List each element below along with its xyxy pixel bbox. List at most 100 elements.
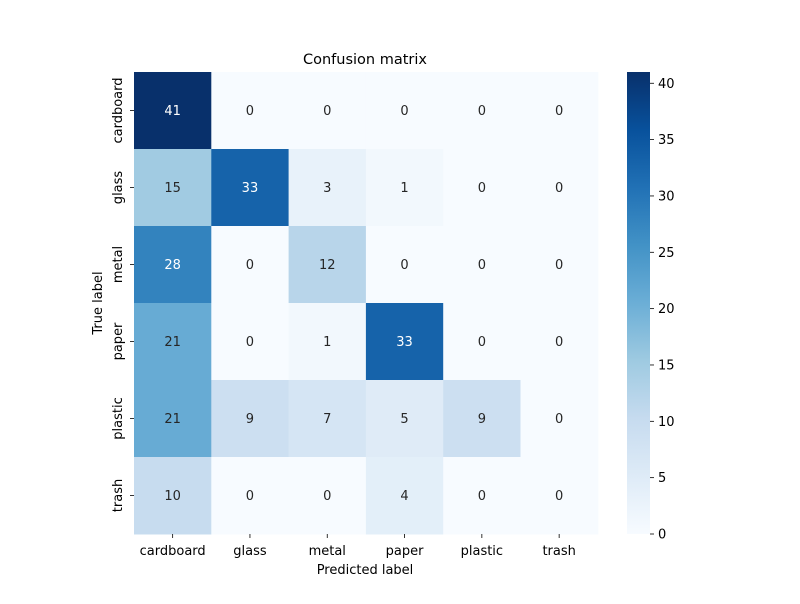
heatmap-cell-label: 0 — [478, 104, 486, 119]
heatmap-cell — [288, 457, 367, 535]
y-tick-label: metal — [111, 246, 126, 283]
x-axis-label: Predicted label — [317, 563, 414, 578]
y-tick-label: paper — [111, 322, 126, 360]
colorbar-tick-label: 30 — [658, 189, 675, 204]
heatmap-cell — [134, 72, 212, 150]
heatmap-cell — [365, 72, 444, 150]
heatmap-cell-label: 0 — [555, 181, 563, 196]
heatmap-cell — [443, 380, 521, 458]
heatmap-cell-label: 0 — [323, 489, 331, 504]
heatmap-cell-label: 1 — [323, 335, 331, 350]
y-tick-label: trash — [111, 479, 126, 512]
heatmap-cell-label: 9 — [246, 412, 254, 427]
heatmap-cell — [211, 303, 290, 381]
heatmap-cell-label: 0 — [400, 258, 408, 273]
colorbar-tick-label: 35 — [658, 133, 675, 148]
heatmap-cell-label: 0 — [323, 104, 331, 119]
heatmap-cell-label: 10 — [164, 489, 181, 504]
colorbar-tick-label: 5 — [658, 471, 666, 486]
y-axis-label: True label — [91, 271, 106, 335]
heatmap-cell-label: 0 — [478, 489, 486, 504]
heatmap-cell — [443, 457, 521, 535]
heatmap-cell — [211, 72, 290, 150]
heatmap-cell — [520, 149, 599, 227]
heatmap-cell — [211, 380, 290, 458]
heatmap-cell — [365, 380, 444, 458]
heatmap-cell-label: 33 — [396, 335, 413, 350]
heatmap-cell-label: 7 — [323, 412, 331, 427]
heatmap-cell — [288, 72, 367, 150]
heatmap-cell-label: 0 — [555, 412, 563, 427]
chart-title: Confusion matrix — [303, 52, 427, 68]
x-tick-label: metal — [309, 544, 346, 559]
heatmap-cell-label: 0 — [246, 104, 254, 119]
colorbar-tick-label: 10 — [658, 415, 675, 430]
heatmap-cell — [520, 226, 599, 304]
heatmap-cell-label: 0 — [555, 335, 563, 350]
x-tick-label: cardboard — [140, 544, 206, 559]
colorbar-tick-label: 0 — [658, 528, 666, 543]
heatmap-cell-label: 0 — [246, 335, 254, 350]
heatmap-cell-label: 15 — [164, 181, 181, 196]
heatmap-cell — [134, 149, 212, 227]
heatmap-cell — [443, 72, 521, 150]
heatmap-cell-label: 0 — [246, 489, 254, 504]
heatmap-cell — [443, 226, 521, 304]
y-tick-label: cardboard — [111, 77, 126, 143]
heatmap-cell-label: 0 — [246, 258, 254, 273]
y-tick-label: plastic — [111, 397, 126, 439]
x-axis-ticks: cardboard glass metal paper plastic trash — [140, 534, 576, 559]
x-tick-label: plastic — [461, 544, 503, 559]
heatmap-cell — [288, 303, 367, 381]
heatmap-cell-label: 0 — [478, 181, 486, 196]
heatmap-cell — [134, 457, 212, 535]
heatmap-cell — [211, 226, 290, 304]
heatmap-cell-label: 33 — [242, 181, 259, 196]
colorbar-tick-label: 25 — [658, 246, 675, 261]
heatmap-cell — [288, 226, 367, 304]
heatmap-cell — [288, 380, 367, 458]
heatmap-cell — [134, 226, 212, 304]
heatmap-cell-label: 12 — [319, 258, 336, 273]
colorbar-tick-label: 40 — [658, 77, 675, 92]
heatmap-cell — [520, 72, 599, 150]
heatmap-cell — [211, 149, 290, 227]
y-tick-label: glass — [111, 171, 126, 205]
heatmap-cell-label: 0 — [555, 489, 563, 504]
x-tick-label: glass — [233, 544, 267, 559]
heatmap-cell-label: 41 — [164, 104, 181, 119]
heatmap-cell-label: 21 — [164, 412, 181, 427]
heatmap-cell-label: 5 — [400, 412, 408, 427]
heatmap-cells — [134, 72, 599, 535]
heatmap-cell-labels: 41 0 0 0 0 015 33 3 1 0 028 0 12 0 0 021 0 1 33 0 021 9 7 5 9 010… — [164, 104, 563, 504]
heatmap-cell-label: 9 — [478, 412, 486, 427]
heatmap-cell-label: 21 — [164, 335, 181, 350]
heatmap-cell — [520, 380, 599, 458]
heatmap-cell — [520, 457, 599, 535]
heatmap-cell-label: 4 — [400, 489, 408, 504]
heatmap-cell-label: 28 — [164, 258, 181, 273]
x-tick-label: trash — [542, 544, 575, 559]
heatmap-cell — [365, 457, 444, 535]
colorbar — [627, 72, 650, 534]
heatmap-cell — [365, 303, 444, 381]
heatmap-cell — [365, 149, 444, 227]
heatmap-cell — [288, 149, 367, 227]
colorbar-ticks: 0 5 10 15 20 25 30 35 40 — [650, 77, 675, 543]
heatmap-cell-label: 1 — [400, 181, 408, 196]
heatmap-cell-label: 0 — [555, 104, 563, 119]
heatmap-cell — [443, 303, 521, 381]
heatmap-cell — [365, 226, 444, 304]
x-tick-label: paper — [386, 544, 424, 559]
colorbar-tick-label: 15 — [658, 358, 675, 373]
heatmap-cell-label: 3 — [323, 181, 331, 196]
heatmap-cell — [211, 457, 290, 535]
heatmap-cell — [134, 303, 212, 381]
heatmap-cell — [134, 380, 212, 458]
heatmap-cell-label: 0 — [478, 258, 486, 273]
heatmap-cell-label: 0 — [400, 104, 408, 119]
heatmap-cell-label: 0 — [555, 258, 563, 273]
heatmap-cell-label: 0 — [478, 335, 486, 350]
